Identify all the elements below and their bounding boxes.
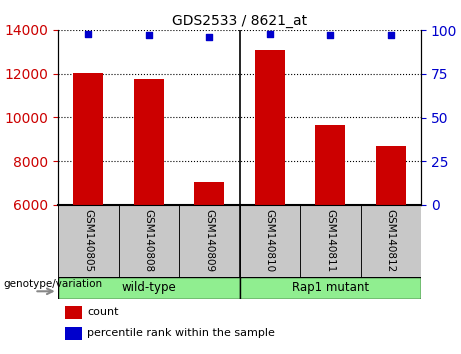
Bar (254, 50, 285, 205)
Bar (118, 205, 179, 277)
Bar (376, 146, 406, 205)
Bar (73, 73, 103, 205)
Text: Rap1 mutant: Rap1 mutant (292, 281, 369, 295)
Bar (179, 205, 240, 277)
Text: GSM140809: GSM140809 (204, 210, 214, 273)
Text: wild-type: wild-type (121, 281, 176, 295)
Text: GSM140805: GSM140805 (83, 210, 93, 273)
Bar (134, 79, 164, 205)
Point (206, 34, 213, 40)
Text: GSM140810: GSM140810 (265, 210, 275, 273)
Bar (194, 182, 225, 205)
Text: GSM140811: GSM140811 (325, 209, 335, 273)
Point (387, 33, 395, 38)
Text: GSM140808: GSM140808 (144, 210, 154, 273)
Point (326, 33, 334, 38)
Title: GDS2533 / 8621_at: GDS2533 / 8621_at (172, 13, 307, 28)
Text: genotype/variation: genotype/variation (3, 279, 102, 289)
Point (84, 31, 92, 36)
Text: percentile rank within the sample: percentile rank within the sample (87, 329, 275, 338)
Bar (65, 327, 82, 339)
Bar (58, 205, 118, 277)
Bar (240, 277, 421, 299)
Bar (58, 277, 240, 299)
Bar (240, 205, 300, 277)
Bar (361, 205, 421, 277)
Point (145, 33, 153, 38)
Bar (315, 125, 345, 205)
Bar (65, 306, 82, 319)
Point (266, 31, 273, 36)
Text: count: count (87, 307, 118, 317)
Text: GSM140812: GSM140812 (386, 209, 396, 273)
Bar (300, 205, 361, 277)
